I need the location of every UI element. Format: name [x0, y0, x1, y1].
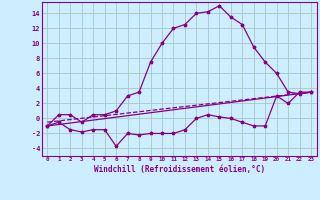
X-axis label: Windchill (Refroidissement éolien,°C): Windchill (Refroidissement éolien,°C) [94, 165, 265, 174]
